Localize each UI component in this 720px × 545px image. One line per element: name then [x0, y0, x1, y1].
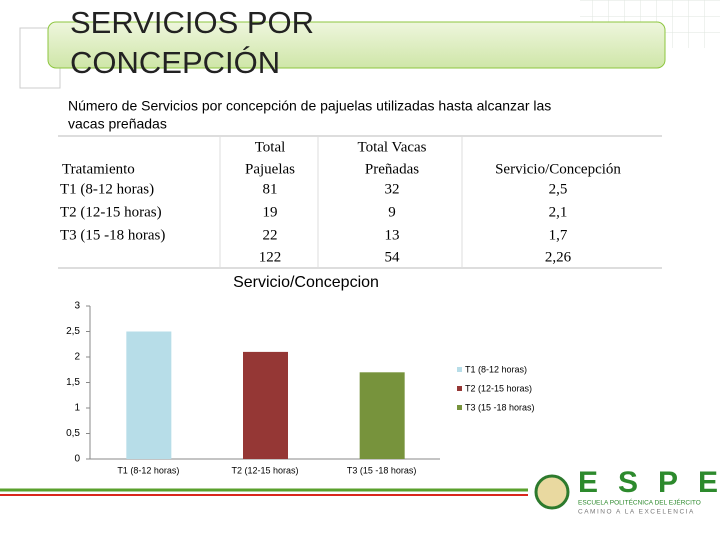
- bar: [126, 331, 172, 459]
- y-tick-label: 1: [74, 403, 80, 414]
- y-tick-label: 3: [74, 301, 80, 312]
- chart-title: Servicio/Concepcion: [233, 274, 379, 291]
- legend-label: T1 (8-12 horas): [465, 364, 527, 374]
- table-cell: 122: [259, 249, 282, 265]
- table-cell: 19: [263, 204, 278, 220]
- table-header: Servicio/Concepción: [495, 161, 621, 177]
- table-header: Tratamiento: [62, 161, 135, 177]
- legend-swatch: [457, 405, 462, 410]
- subtitle: vacas preñadas: [68, 116, 167, 132]
- logo-text: ESCUELA POLITÉCNICA DEL EJÉRCITO: [578, 498, 701, 507]
- table-cell: 2,5: [549, 181, 568, 197]
- y-tick-label: 0: [74, 454, 80, 465]
- subtitle: Número de Servicios por concepción de pa…: [68, 98, 551, 114]
- table-header: Total Vacas: [357, 139, 426, 155]
- legend-label: T3 (15 -18 horas): [465, 402, 535, 412]
- table-cell: 1,7: [549, 227, 568, 243]
- table-cell: 9: [388, 204, 396, 220]
- x-tick-label: T2 (12-15 horas): [231, 465, 298, 475]
- y-tick-label: 2: [74, 352, 80, 363]
- table-cell: 2,26: [545, 249, 572, 265]
- table-cell: 32: [385, 181, 400, 197]
- table-cell: 54: [385, 249, 401, 265]
- bar: [359, 372, 405, 459]
- table-cell: 81: [263, 181, 278, 197]
- table-header: Total: [255, 139, 286, 155]
- table-cell: T3 (15 -18 horas): [60, 227, 165, 243]
- logo-text: CAMINO A LA EXCELENCIA: [578, 509, 695, 516]
- bar: [243, 351, 288, 459]
- title: CONCEPCIÓN: [70, 45, 280, 80]
- legend-swatch: [457, 367, 462, 372]
- logo-emblem: [534, 474, 570, 510]
- table-cell: T2 (12-15 horas): [60, 204, 162, 220]
- y-tick-label: 0,5: [66, 428, 80, 439]
- table-cell: 2,1: [549, 204, 568, 220]
- legend-swatch: [457, 386, 462, 391]
- table-cell: 22: [263, 227, 278, 243]
- y-tick-label: 1,5: [66, 377, 80, 388]
- title-box: [47, 21, 666, 69]
- x-tick-label: T1 (8-12 horas): [117, 465, 179, 475]
- title: SERVICIOS POR: [70, 5, 314, 40]
- table-header: Preñadas: [365, 161, 419, 177]
- legend-label: T2 (12-15 horas): [465, 383, 532, 393]
- table-cell: T1 (8-12 horas): [60, 181, 154, 197]
- x-tick-label: T3 (15 -18 horas): [347, 465, 417, 475]
- table-header: Pajuelas: [245, 161, 295, 177]
- y-tick-label: 2,5: [66, 326, 80, 337]
- table-cell: 13: [385, 227, 400, 243]
- table: [58, 135, 662, 269]
